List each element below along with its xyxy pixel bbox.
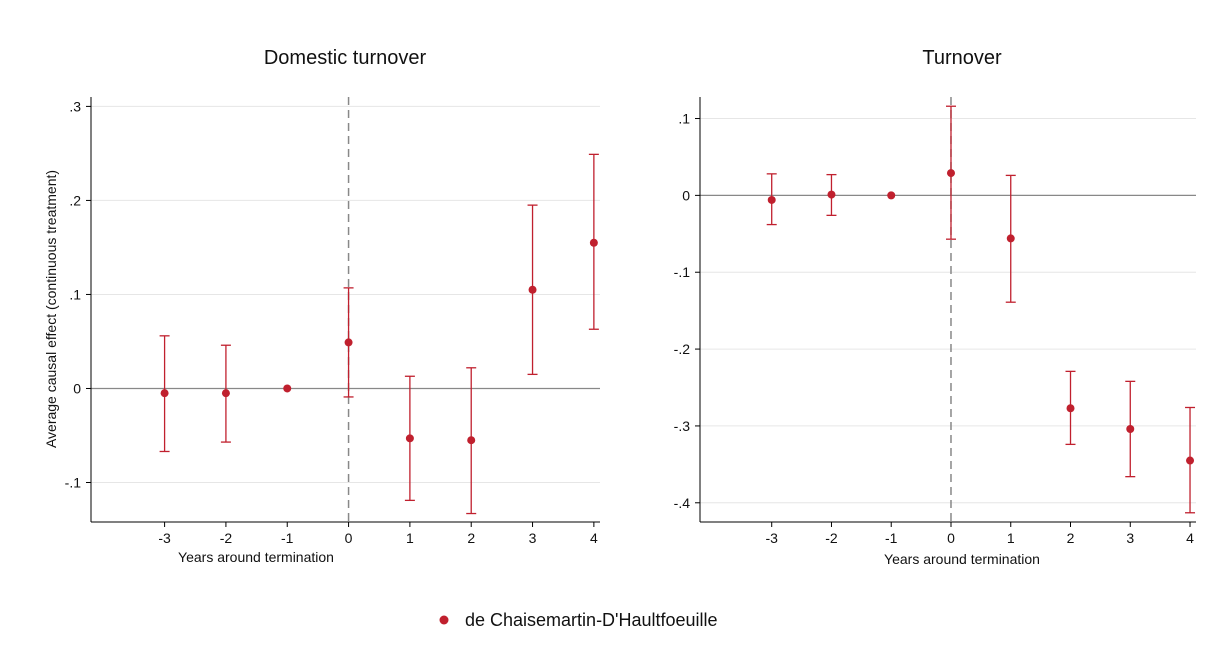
chart-title: Domestic turnover <box>264 47 427 69</box>
x-tick-label: -3 <box>158 530 171 546</box>
y-tick-label: -.1 <box>65 475 82 491</box>
x-tick-label: -1 <box>281 530 294 546</box>
x-tick-label: 0 <box>345 530 353 546</box>
x-tick-label: -2 <box>220 530 233 546</box>
y-tick-label: -.4 <box>674 495 691 511</box>
chart-title: Turnover <box>922 47 1002 69</box>
data-point <box>767 195 776 204</box>
x-tick-label: 4 <box>1186 530 1194 546</box>
y-tick-label: .1 <box>678 111 690 127</box>
x-tick-label: 2 <box>467 530 475 546</box>
y-tick-label: 0 <box>682 187 690 203</box>
x-tick-label: -2 <box>825 530 838 546</box>
y-tick-label: 0 <box>73 380 81 396</box>
data-point <box>589 238 598 247</box>
data-point <box>1066 404 1075 413</box>
panel-turnover: -.4 -.3 -.2 -.1 0 .1 -3 -2 -1 0 1 2 3 4 Turnover Year… <box>674 47 1196 567</box>
data-point <box>283 384 292 393</box>
legend: de Chaisemartin-D'Haultfoeuille <box>439 610 718 630</box>
data-point <box>221 389 230 398</box>
data-point <box>344 338 353 347</box>
data-point <box>405 434 414 443</box>
y-tick-label: -.1 <box>674 264 691 280</box>
y-tick-label: -.2 <box>674 341 691 357</box>
x-tick-label: -1 <box>885 530 898 546</box>
data-point <box>160 389 169 398</box>
legend-marker <box>439 615 449 625</box>
x-tick-label: 1 <box>406 530 414 546</box>
data-point <box>1006 234 1015 243</box>
y-tick-label: .1 <box>69 286 81 302</box>
y-tick-label: .2 <box>69 192 81 208</box>
x-tick-label: -3 <box>765 530 778 546</box>
x-axis-title: Years around termination <box>884 551 1040 567</box>
data-point <box>467 436 476 445</box>
data-point <box>827 190 836 199</box>
x-tick-label: 4 <box>590 530 598 546</box>
panel-domestic-turnover: -.10.1.2.3-3 -2 -1 0 1 2 3 4 Domestic turnover … <box>43 47 600 565</box>
legend-label: de Chaisemartin-D'Haultfoeuille <box>465 610 718 630</box>
plot-layer: -.4 -.3 -.2 -.1 0 .1 -3 -2 -1 0 1 2 3 4 <box>674 97 1196 546</box>
y-axis-title: Average causal effect (continuous treatm… <box>43 170 59 448</box>
y-tick-label: -.3 <box>674 418 691 434</box>
x-tick-label: 3 <box>1126 530 1134 546</box>
x-tick-label: 0 <box>947 530 955 546</box>
x-tick-label: 2 <box>1067 530 1075 546</box>
x-tick-label: 3 <box>529 530 537 546</box>
x-axis-title: Years around termination <box>178 549 334 565</box>
y-tick-label: .3 <box>69 98 81 114</box>
data-point <box>887 191 896 200</box>
x-tick-label: 1 <box>1007 530 1015 546</box>
plot-layer: -.1 0 .1 .2 .3 -3 -2 -1 0 1 2 3 4 <box>65 97 600 546</box>
data-point <box>1186 456 1195 465</box>
data-point <box>1126 425 1135 434</box>
data-point <box>528 285 537 294</box>
data-point <box>946 169 955 178</box>
